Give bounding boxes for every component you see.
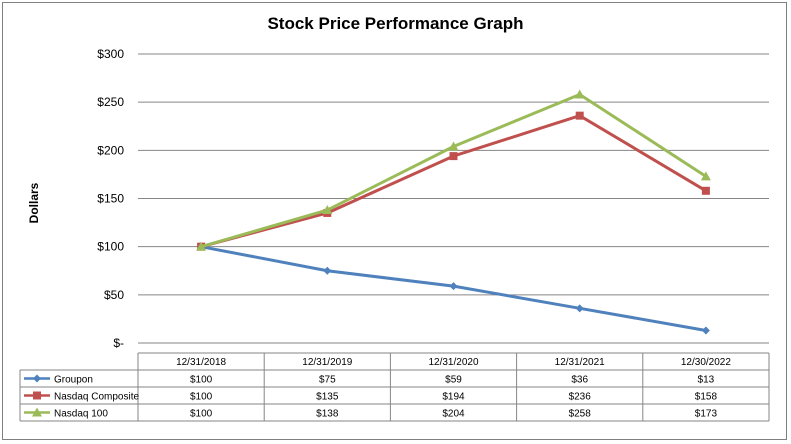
table-value: $36 xyxy=(571,375,588,386)
series-line xyxy=(200,92,707,249)
marker-square xyxy=(449,152,458,161)
category-label: 12/31/2019 xyxy=(302,357,352,368)
category-label: 12/31/2021 xyxy=(555,357,605,368)
table-value: $158 xyxy=(695,392,718,403)
category-label: 12/30/2022 xyxy=(681,357,731,368)
series-nasdaq-100 xyxy=(196,89,711,251)
table-value: $100 xyxy=(190,375,213,386)
table-value: $138 xyxy=(316,409,339,420)
chart-frame xyxy=(2,2,787,440)
table-value: $135 xyxy=(316,392,339,403)
marker-diamond xyxy=(575,304,584,313)
marker-triangle xyxy=(32,407,42,417)
marker-triangle xyxy=(700,171,711,181)
series-groupon xyxy=(197,242,710,335)
marker-square xyxy=(33,391,41,400)
table-value: $100 xyxy=(190,409,213,420)
table-value: $204 xyxy=(442,409,465,420)
table-value: $258 xyxy=(569,409,592,420)
legend-label: Nasdaq 100 xyxy=(54,409,108,420)
legend-label: Groupon xyxy=(54,375,93,386)
legend-label: Nasdaq Composite xyxy=(54,392,139,403)
marker-triangle xyxy=(448,141,459,151)
series-line xyxy=(200,114,707,249)
category-label: 12/31/2018 xyxy=(176,357,226,368)
y-tick-label: $50 xyxy=(104,288,124,302)
y-tick-label: $150 xyxy=(97,192,124,206)
y-tick-label: $100 xyxy=(97,240,124,254)
chart-title: Stock Price Performance Graph xyxy=(267,14,524,33)
table-value: $75 xyxy=(319,375,336,386)
marker-diamond xyxy=(33,374,41,383)
marker-triangle xyxy=(322,205,333,215)
table-value: $194 xyxy=(442,392,465,403)
y-tick-label: $250 xyxy=(97,95,124,109)
marker-diamond xyxy=(701,326,710,335)
y-tick-label: $- xyxy=(113,336,124,350)
table-value: $13 xyxy=(698,375,715,386)
marker-diamond xyxy=(323,266,332,275)
table-value: $173 xyxy=(695,409,718,420)
marker-triangle xyxy=(574,89,585,99)
table-value: $100 xyxy=(190,392,213,403)
marker-diamond xyxy=(449,282,458,291)
category-label: 12/31/2020 xyxy=(428,357,478,368)
table-value: $59 xyxy=(445,375,462,386)
table-value: $236 xyxy=(569,392,592,403)
series-nasdaq-composite xyxy=(197,111,710,251)
marker-square xyxy=(575,111,584,120)
y-tick-label: $200 xyxy=(97,143,124,157)
y-tick-label: $300 xyxy=(97,47,124,61)
marker-triangle xyxy=(196,241,207,251)
marker-square xyxy=(701,186,710,195)
